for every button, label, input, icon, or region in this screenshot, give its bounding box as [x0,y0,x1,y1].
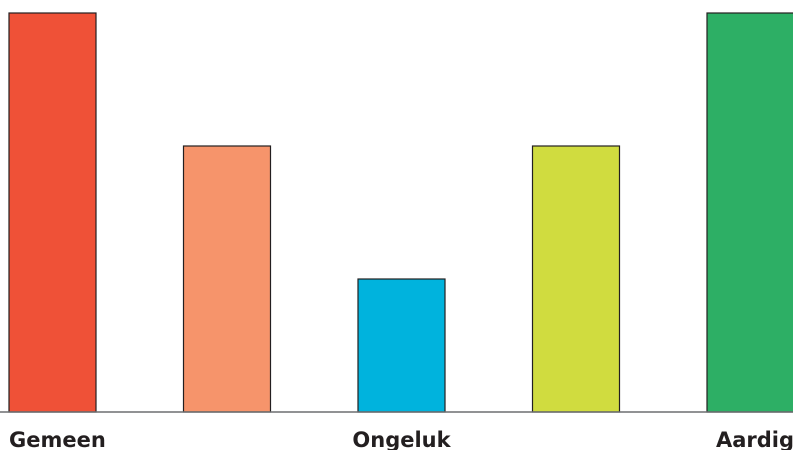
bar-category-2 [182,145,272,413]
x-tick-label-gemeen: Gemeen [9,428,106,450]
category-labels: Gemeen Ongeluk Aardig [9,428,793,450]
x-tick-label-ongeluk: Ongeluk [352,428,451,450]
bar-aardig [706,12,793,413]
bar-gemeen [8,12,97,413]
bar-category-4 [531,145,621,413]
x-tick-label-aardig: Aardig [716,428,793,450]
bars-group [8,12,793,413]
bar-ongeluk [357,278,446,413]
